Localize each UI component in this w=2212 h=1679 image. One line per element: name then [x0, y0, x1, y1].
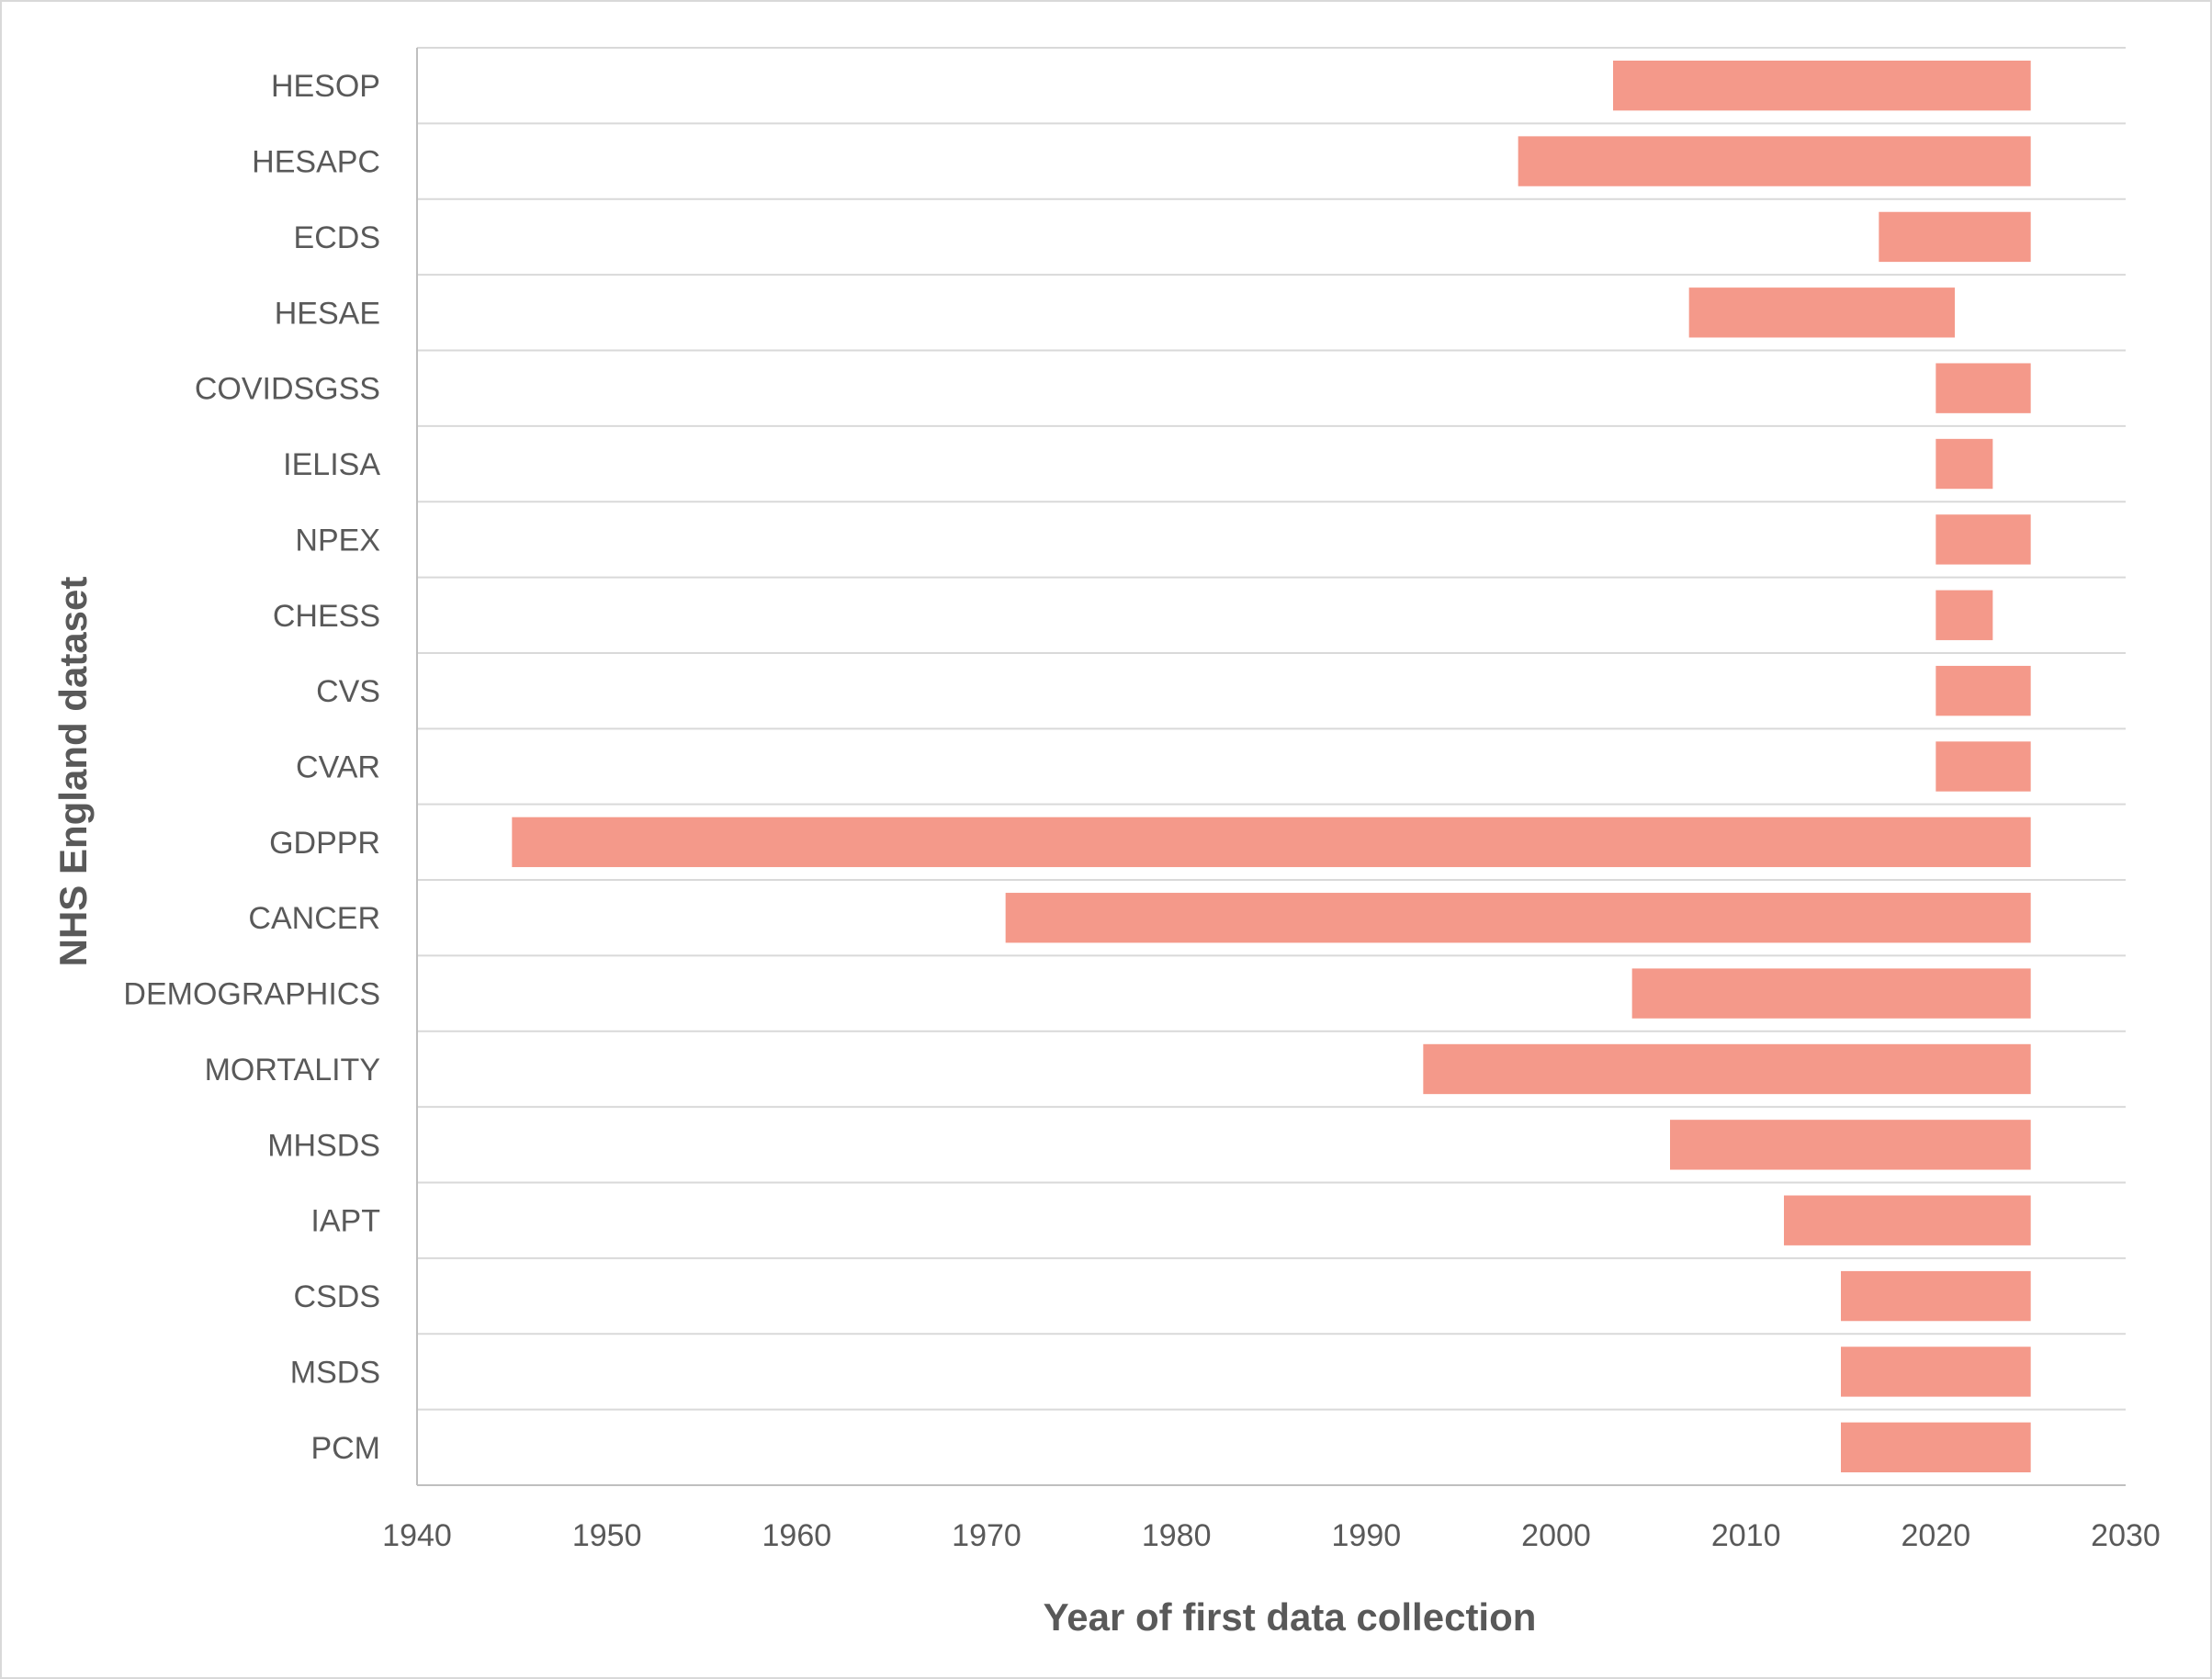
x-tick-label: 2020 [1902, 1518, 1971, 1553]
category-label-mhsds: MHSDS [267, 1128, 380, 1163]
x-tick-label: 1960 [762, 1518, 832, 1553]
x-tick-label: 1940 [382, 1518, 452, 1553]
bar-hesae [1688, 287, 1955, 338]
x-tick-label: 1980 [1142, 1518, 1212, 1553]
bar-ielisa [1936, 438, 1993, 490]
category-label-demographics: DEMOGRAPHICS [123, 977, 380, 1012]
bar-gdppr [512, 817, 2031, 868]
category-label-ecds: ECDS [294, 220, 380, 255]
category-label-hesae: HESAE [275, 296, 380, 331]
x-tick-label: 1970 [952, 1518, 1021, 1553]
x-tick-label: 2030 [2091, 1518, 2161, 1553]
bar-mhsds [1670, 1120, 2031, 1170]
bar-demographics [1631, 968, 2031, 1019]
x-tick-label: 1950 [572, 1518, 642, 1553]
category-label-hesapc: HESAPC [252, 145, 380, 180]
bar-hesop [1613, 61, 2031, 111]
category-label-cvar: CVAR [296, 750, 380, 785]
x-tick-label: 2010 [1711, 1518, 1781, 1553]
bar-cancer [1005, 893, 2031, 943]
category-label-csds: CSDS [294, 1279, 380, 1314]
category-label-iapt: IAPT [310, 1204, 380, 1239]
bar-chess [1936, 590, 1993, 640]
bar-hesapc [1518, 136, 2031, 186]
bar-mortality [1423, 1043, 2031, 1095]
category-label-cvs: CVS [316, 674, 380, 709]
bar-csds [1841, 1270, 2031, 1322]
x-tick-label: 1990 [1332, 1518, 1402, 1553]
x-axis-title: Year of first data collection [1044, 1595, 1537, 1639]
gridlines [416, 47, 2126, 1486]
category-label-cancer: CANCER [248, 901, 380, 936]
category-label-npex: NPEX [295, 523, 380, 558]
category-label-hesop: HESOP [271, 69, 380, 104]
category-label-chess: CHESS [273, 599, 380, 634]
category-label-pcm: PCM [310, 1431, 380, 1466]
category-label-mortality: MORTALITY [205, 1053, 380, 1087]
bar-cvar [1936, 741, 2031, 792]
category-label-covidsgss: COVIDSGSS [195, 372, 380, 407]
bar-npex [1936, 514, 2031, 565]
bar-covidsgss [1936, 363, 2031, 413]
category-labels: HESOP HESAPC ECDS HESAE COVIDSGSS IELISA NPEX C… [123, 69, 380, 1466]
bar-msds [1841, 1347, 2031, 1397]
bar-iapt [1784, 1195, 2031, 1245]
bars [512, 61, 2031, 1472]
bar-cvs [1936, 665, 2031, 716]
x-tick-label: 2000 [1521, 1518, 1591, 1553]
x-tick-labels: 1940 1950 1960 1970 1980 1990 2000 2010 2020 2030 [382, 1518, 2161, 1553]
bar-ecds [1879, 211, 2031, 263]
category-label-ielisa: IELISA [283, 447, 380, 482]
bar-pcm [1841, 1422, 2031, 1472]
category-label-msds: MSDS [290, 1355, 380, 1390]
y-axis-title: NHS England dataset [51, 577, 95, 967]
category-label-gdppr: GDPPR [269, 826, 380, 861]
